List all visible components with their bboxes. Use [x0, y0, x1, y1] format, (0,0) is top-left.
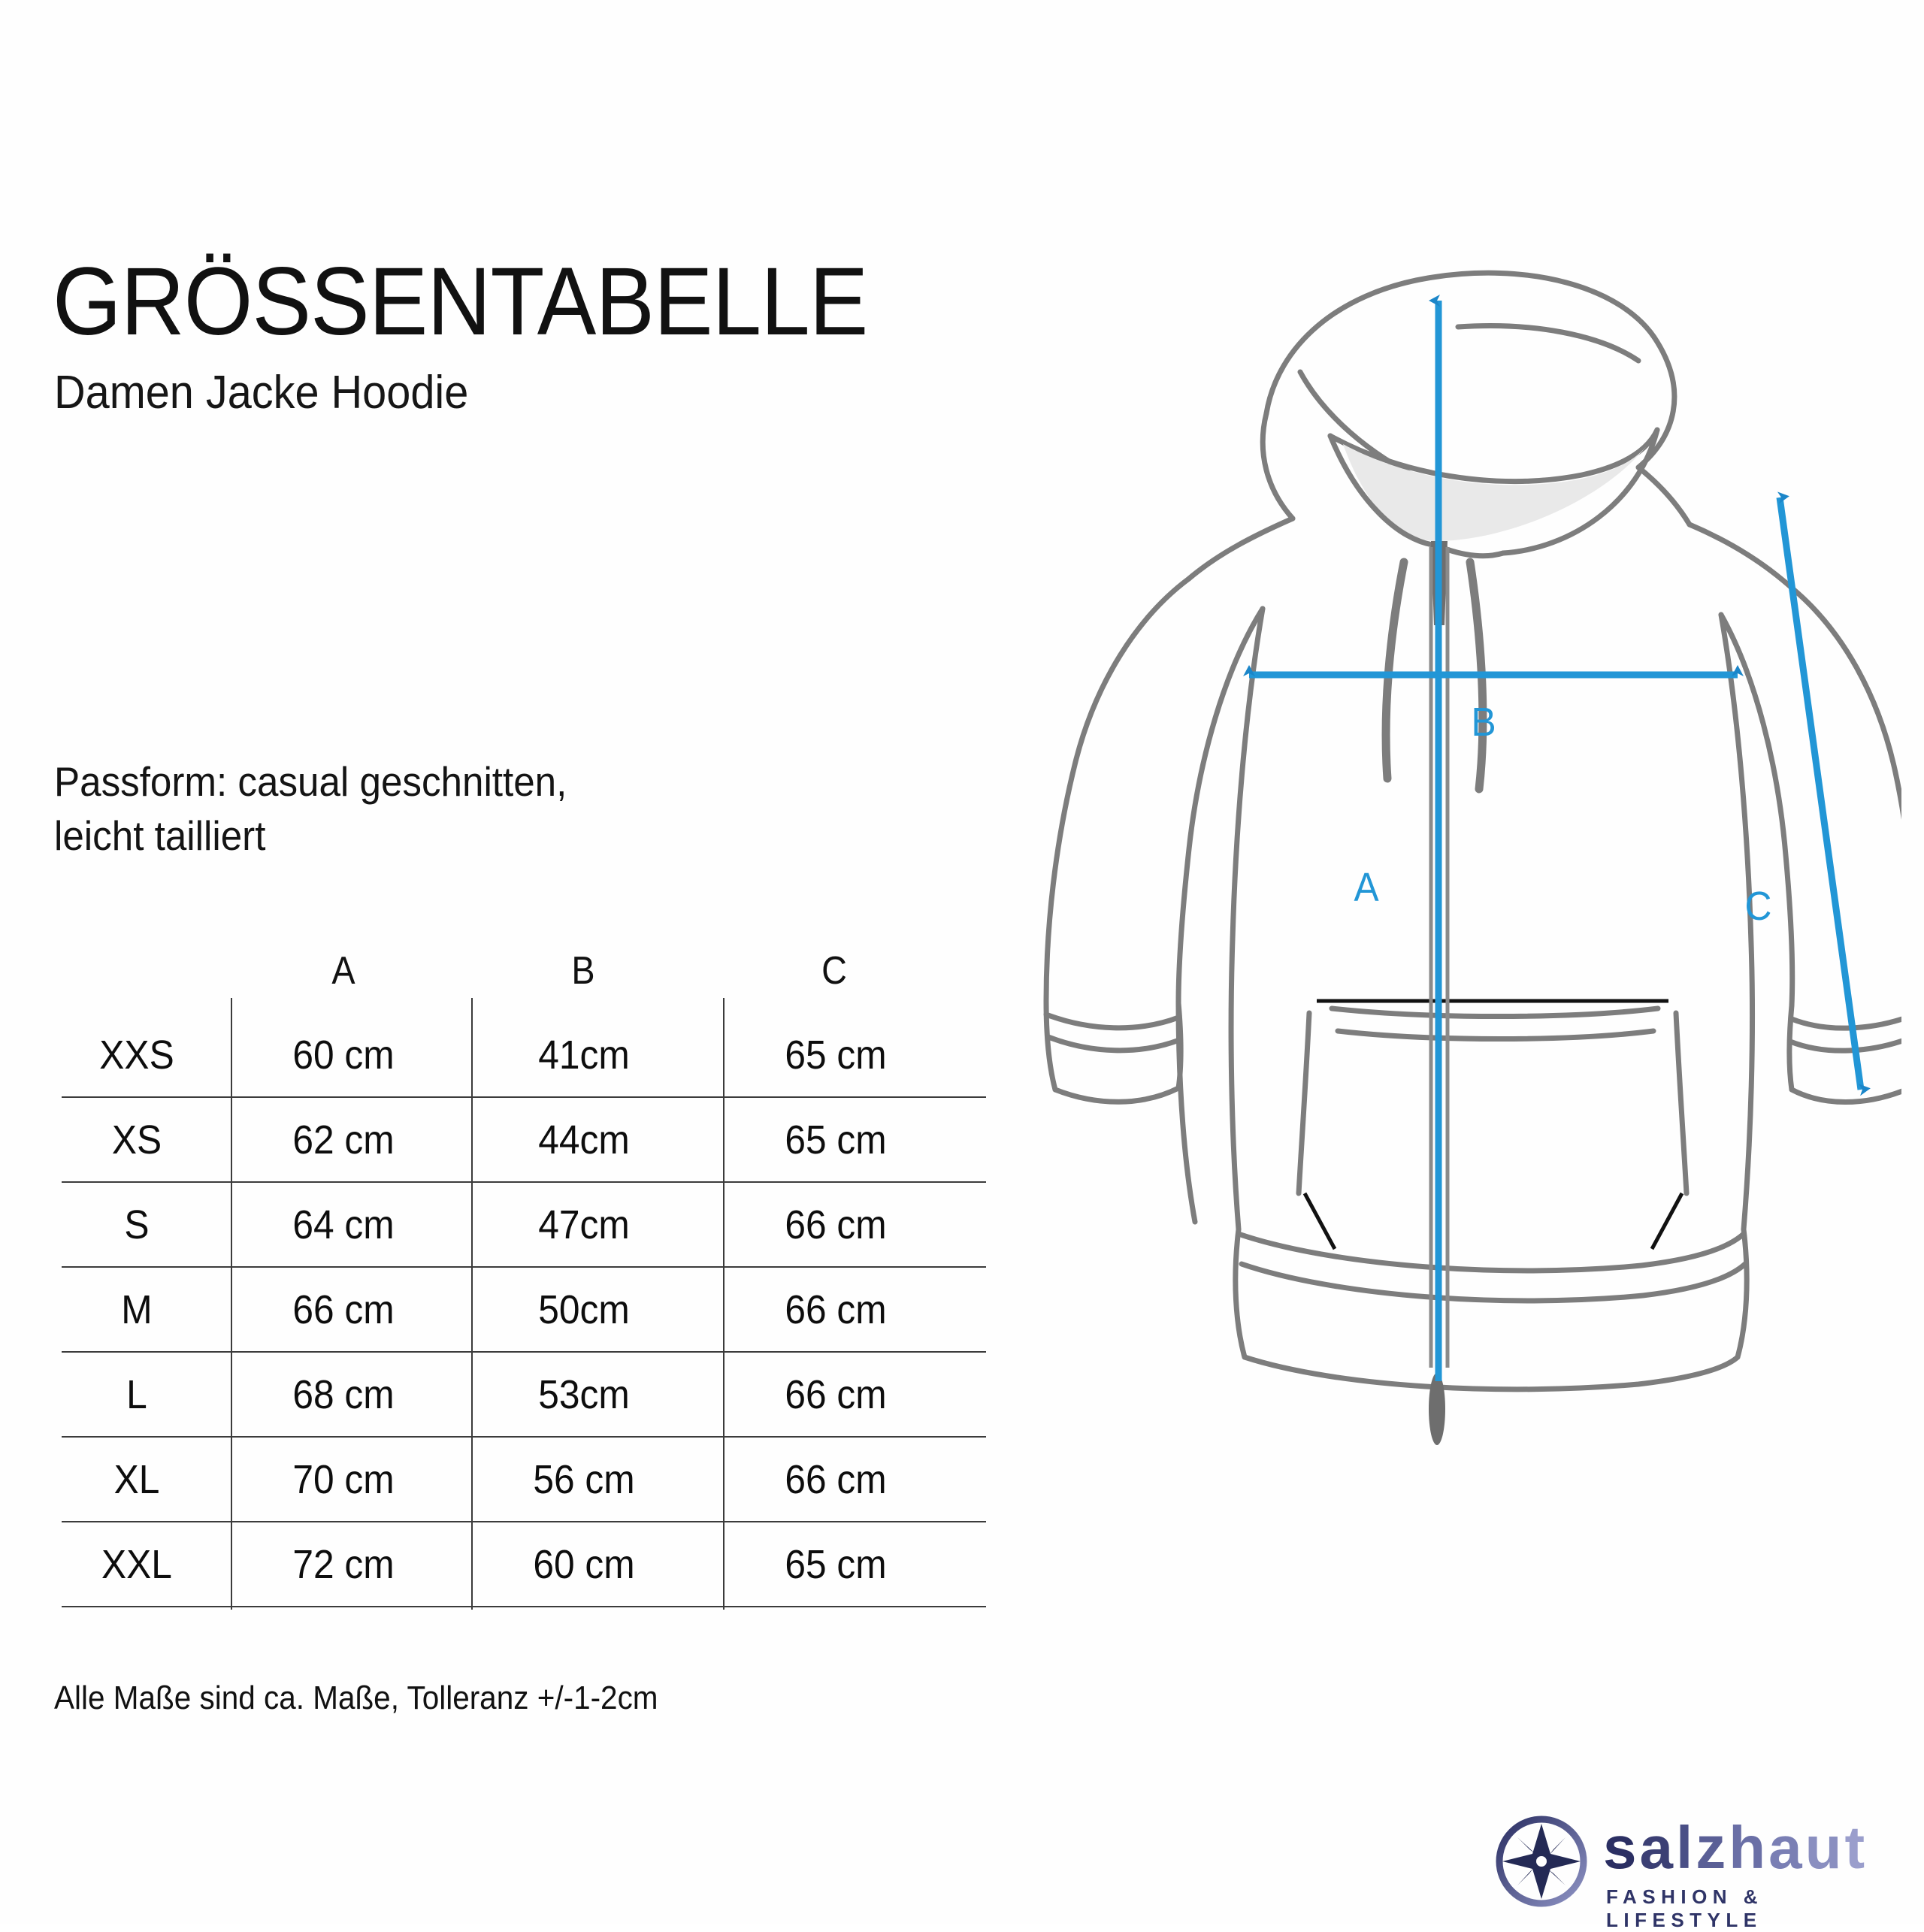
table-header-row: A B C — [47, 948, 986, 1013]
cell-size: XXS — [99, 1033, 174, 1078]
column-divider-1 — [231, 998, 232, 1610]
cell-c: 66 cm — [785, 1457, 887, 1502]
cell-a: 62 cm — [292, 1117, 395, 1163]
row-divider — [62, 1181, 986, 1183]
column-header-b: B — [571, 949, 595, 993]
cell-b: 41cm — [538, 1033, 630, 1078]
table-row: XL 70 cm 56 cm 66 cm — [47, 1438, 986, 1522]
pocket-opening-lines — [1302, 999, 1684, 1250]
zip-tape — [1429, 547, 1450, 1368]
column-divider-3 — [723, 998, 725, 1610]
measure-label-a: A — [1354, 865, 1379, 910]
table-row: XXS 60 cm 41cm 65 cm — [47, 1013, 986, 1098]
garment-outline — [1043, 270, 1901, 1392]
row-divider — [62, 1266, 986, 1268]
cell-size: L — [126, 1372, 147, 1417]
fit-note: Passform: casual geschnitten, leicht tai… — [54, 758, 567, 859]
zipper-pull — [1429, 1373, 1445, 1445]
cell-b: 53cm — [538, 1372, 630, 1417]
cell-c: 65 cm — [785, 1033, 887, 1078]
table-row: XS 62 cm 44cm 65 cm — [47, 1098, 986, 1183]
cell-c: 66 cm — [785, 1372, 887, 1417]
wordmark-letter: a — [1639, 1814, 1676, 1881]
cell-c: 65 cm — [785, 1542, 887, 1587]
wordmark-letter: s — [1603, 1814, 1640, 1881]
table-body: XXS 60 cm 41cm 65 cm XS 62 cm 44cm 65 cm… — [47, 1013, 986, 1607]
column-header-a: A — [331, 949, 355, 993]
row-divider — [62, 1606, 986, 1607]
row-divider — [62, 1096, 986, 1098]
wordmark-letter: u — [1805, 1814, 1845, 1881]
wordmark-letter: h — [1729, 1814, 1769, 1881]
column-header-c: C — [821, 949, 847, 993]
row-divider — [62, 1521, 986, 1522]
column-divider-2 — [471, 998, 473, 1610]
table-row: M 66 cm 50cm 66 cm — [47, 1268, 986, 1353]
tolerance-note: Alle Maße sind ca. Maße, Tolleranz +/-1-… — [54, 1680, 658, 1716]
cell-size: XL — [113, 1457, 160, 1502]
cell-c: 65 cm — [785, 1117, 887, 1163]
cell-b: 56 cm — [533, 1457, 635, 1502]
cell-b: 44cm — [538, 1117, 630, 1163]
table-row: S 64 cm 47cm 66 cm — [47, 1183, 986, 1268]
wordmark-letter: a — [1768, 1814, 1805, 1881]
hoodie-illustration: A B C — [977, 188, 1901, 1540]
cell-c: 66 cm — [785, 1287, 887, 1332]
cell-a: 68 cm — [292, 1372, 395, 1417]
row-divider — [62, 1436, 986, 1438]
size-table: A B C XXS 60 cm 41cm 65 cm XS 62 cm 44cm… — [47, 948, 986, 1610]
cell-a: 60 cm — [292, 1033, 395, 1078]
row-divider — [62, 1351, 986, 1353]
table-row: XXL 72 cm 60 cm 65 cm — [47, 1522, 986, 1607]
cell-size: S — [124, 1202, 150, 1247]
cell-a: 66 cm — [292, 1287, 395, 1332]
compass-star-icon — [1492, 1812, 1591, 1911]
wordmark-letter: l — [1676, 1814, 1696, 1881]
brand-logo: salzhaut FASHION & LIFESTYLE — [1492, 1807, 1883, 1931]
cell-size: M — [121, 1287, 153, 1332]
brand-wordmark: salzhaut — [1603, 1818, 1868, 1878]
cell-c: 66 cm — [785, 1202, 887, 1247]
measure-c-arrow — [1776, 491, 1871, 1096]
cell-a: 70 cm — [292, 1457, 395, 1502]
cell-a: 72 cm — [292, 1542, 395, 1587]
page-subtitle: Damen Jacke Hoodie — [54, 367, 469, 419]
cell-b: 50cm — [538, 1287, 630, 1332]
table-row: L 68 cm 53cm 66 cm — [47, 1353, 986, 1438]
cell-size: XS — [111, 1117, 162, 1163]
cell-b: 60 cm — [533, 1542, 635, 1587]
cell-b: 47cm — [538, 1202, 630, 1247]
measure-label-c: C — [1744, 884, 1772, 929]
cell-size: XXL — [101, 1542, 172, 1587]
wordmark-letter: z — [1696, 1814, 1729, 1881]
measure-label-b: B — [1471, 700, 1496, 745]
brand-tagline: FASHION & LIFESTYLE — [1606, 1885, 1764, 1931]
wordmark-letter: t — [1844, 1814, 1868, 1881]
cell-a: 64 cm — [292, 1202, 395, 1247]
page-title: GRÖSSENTABELLE — [53, 248, 868, 355]
